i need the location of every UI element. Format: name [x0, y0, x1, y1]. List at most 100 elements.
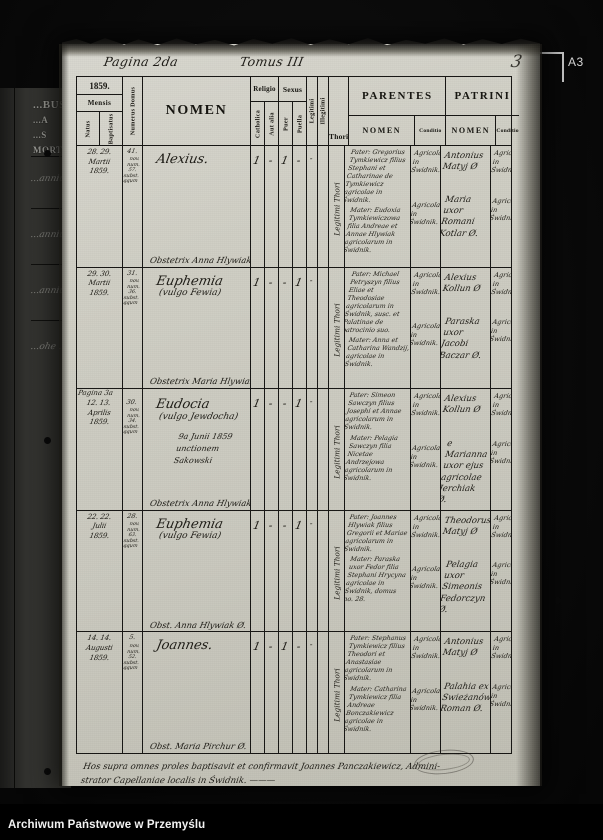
value-illegitimi	[318, 389, 328, 398]
cell-thori: - Legitimi Thori	[307, 510, 345, 632]
cell-patrini-conditio: Agricola in Świdnik. Agricola in Świdnik…	[491, 268, 511, 389]
cell-nomen: Joannes. Obst. Maria Pirchur Ø.	[143, 632, 251, 753]
header-patrini: PATRINI NOMEN Conditio	[446, 77, 519, 145]
value-legitimi: -	[309, 154, 314, 163]
value-pater-conditio: Agricola in Świdnik.	[411, 149, 441, 175]
value-domus: 31.	[126, 268, 139, 277]
value-thori: Legitimi Thori	[332, 425, 341, 479]
crop-mark-corner	[540, 52, 564, 82]
value-aut-alia: -	[267, 154, 274, 167]
registration-dot	[44, 768, 51, 775]
value-nomen-alias: (vulgo Jewdocha)	[158, 411, 239, 422]
archive-watermark-text: Archiwum Państwowe w Przemyślu	[8, 819, 206, 831]
header-natus: Natus	[77, 112, 100, 145]
tomus-label: Tomus III	[238, 54, 305, 69]
header-patrini-conditio: Conditio	[496, 127, 519, 134]
cell-sexus: - 1	[279, 389, 307, 510]
value-mensis: Aprilis	[87, 407, 112, 417]
table-row[interactable]: 14. 14. Augusti 1859. 5. nov. num. 52. s…	[77, 632, 511, 753]
header-nomen: NOMEN	[143, 77, 251, 145]
value-patrinus-conditio: Agricola in Świdnik.	[491, 392, 511, 418]
cell-thori: - Legitimi Thori	[307, 389, 345, 510]
cell-patrini-conditio: Agricola in Świdnik. Agricola in Świdnik…	[491, 632, 511, 753]
registration-dot	[554, 150, 561, 157]
certification-note: Hos supra omnes proles baptisavit et con…	[80, 760, 505, 788]
value-puer: 1	[279, 154, 290, 167]
value-patrina: Palahia ex Swieżanów Roman Ø.	[441, 681, 491, 715]
value-catholica: 1	[251, 518, 262, 532]
value-puer: -	[281, 397, 288, 411]
registration-dot	[44, 437, 51, 444]
value-thori: Legitimi Thori	[332, 181, 341, 236]
header-thori-group: Legitimi Illegitimi Thori	[307, 77, 350, 145]
value-patrina: e Marianna uxor ejus agricolae Jerchiak …	[441, 438, 489, 505]
cell-parentes-nomen: Pater: Stephanus Tymkiewicz filius Theod…	[345, 632, 411, 753]
registration-dot	[554, 597, 561, 604]
cell-dates: Pagina 3a 12. 13. Aprilis 1859.	[77, 389, 123, 510]
value-domus-note: nov. num. 57. subst. qqum	[123, 156, 141, 185]
value-patrinus-conditio: Agricola in Świdnik.	[491, 513, 511, 539]
header-sexus: Sexus Puer Puella	[279, 77, 307, 145]
adjacent-row: ...annium.	[30, 264, 77, 321]
value-puer: 1	[279, 640, 290, 654]
value-patrina: Maria uxor Romani Kotlar Ø.	[441, 195, 479, 239]
value-patrinus: Theodorus Matyj Ø	[441, 515, 491, 537]
value-legitimi: -	[309, 640, 314, 650]
value-domus: 5.	[128, 633, 137, 642]
value-pater: Pater: Gregorius Tymkiewicz filius Steph…	[345, 148, 407, 205]
value-mater-conditio: Agricola in Świdnik.	[411, 322, 441, 348]
cell-dates: 28. 29. Martii 1859.	[77, 146, 123, 267]
value-mensis: Augusti	[85, 642, 114, 652]
cell-patrini-nomen: Theodorus Matyj Ø Pelagia uxor Simeonis …	[441, 510, 491, 632]
value-nomen: Alexius.	[154, 152, 210, 167]
value-obstetrix: Obst. Maria Pirchur Ø.	[149, 741, 248, 752]
value-aut-alia: -	[267, 640, 274, 654]
cell-parentes-nomen: Pater: Michael Petryszyn filius Eliae et…	[345, 267, 411, 389]
value-annotation: 9a Junii 1859 unctionem Sakowski	[173, 432, 234, 466]
value-nomen-alias	[143, 653, 250, 654]
value-puer: -	[281, 275, 288, 289]
value-mensis: Julii	[91, 521, 107, 531]
value-legitimi: -	[309, 518, 314, 528]
header-mensis: Mensis	[87, 99, 112, 107]
watermark-bar: Archiwum Państwowe w Przemyślu	[0, 804, 603, 840]
table-row[interactable]: 22. 22. Julii 1859. 28. nov. num. 63. su…	[77, 510, 511, 633]
value-natus: 12.	[85, 398, 99, 408]
table-row[interactable]: Pagina 3a 12. 13. Aprilis 1859. 30. nov.…	[77, 389, 511, 511]
value-patrina: Paraska uxor Jacobi Baczar Ø.	[441, 316, 483, 361]
value-legitimi: -	[309, 275, 314, 285]
value-puella: 1	[293, 397, 304, 411]
cell-patrini-nomen: Alexius Kollun Ø e Marianna uxor ejus ag…	[441, 389, 491, 510]
cell-domus: 28. nov. num. 63. subst. qqum	[123, 510, 143, 632]
value-aut-alia: -	[267, 397, 274, 411]
adjacent-row: ...annium.	[30, 152, 77, 209]
value-year: 1859.	[88, 417, 111, 427]
cell-domus: 41. nov. num. 57. subst. qqum	[123, 146, 143, 267]
value-natus: 28.	[86, 147, 100, 156]
value-nomen-alias	[143, 167, 250, 168]
value-patrinus: Alexius Kollun Ø	[441, 272, 482, 294]
adjacent-header-line3: ...S MORTIS	[33, 130, 73, 155]
value-domus-note: nov. num. 36. subst. qqum	[123, 277, 141, 307]
cell-domus: 31. nov. num. 36. subst. qqum	[123, 267, 143, 389]
cell-patrini-nomen: Antonius Matyj Ø Maria uxor Romani Kotla…	[441, 146, 491, 267]
adjacent-page-header: ...BUS ...A ...S MORTIS	[31, 94, 73, 157]
value-obstetrix: Obstetrix Anna Hlywiak Ø.	[149, 497, 251, 508]
cell-sexus: - 1	[279, 510, 307, 632]
value-mater: Mater: Pelagia Sawczyn filia Nicetae And…	[345, 433, 399, 482]
value-catholica: 1	[251, 397, 262, 411]
value-patrina-conditio: Agricola in Świdnik.	[491, 439, 511, 465]
cell-religio: 1 -	[251, 267, 279, 389]
table-row[interactable]: 28. 29. Martii 1859. 41. nov. num. 57. s…	[77, 146, 511, 268]
value-mensis: Martii	[87, 278, 111, 288]
table-row[interactable]: 29. 30. Martii 1859. 31. nov. num. 36. s…	[77, 267, 511, 390]
value-pater-conditio: Agricola in Świdnik.	[411, 635, 441, 661]
register-page: Pagina 2da Tomus III 3 1859. Mensis	[59, 38, 542, 788]
value-baptisatus: 13.	[98, 398, 112, 408]
cell-patrini-conditio: Agricola in Świdnik. Agricola in Świdnik…	[491, 511, 511, 632]
cell-religio: 1 -	[251, 389, 279, 510]
value-puella: -	[295, 154, 302, 167]
cell-parentes-conditio: Agricola in Świdnik. Agricola in Świdnik…	[411, 389, 441, 510]
header-patrini-nomen: NOMEN	[446, 116, 497, 145]
